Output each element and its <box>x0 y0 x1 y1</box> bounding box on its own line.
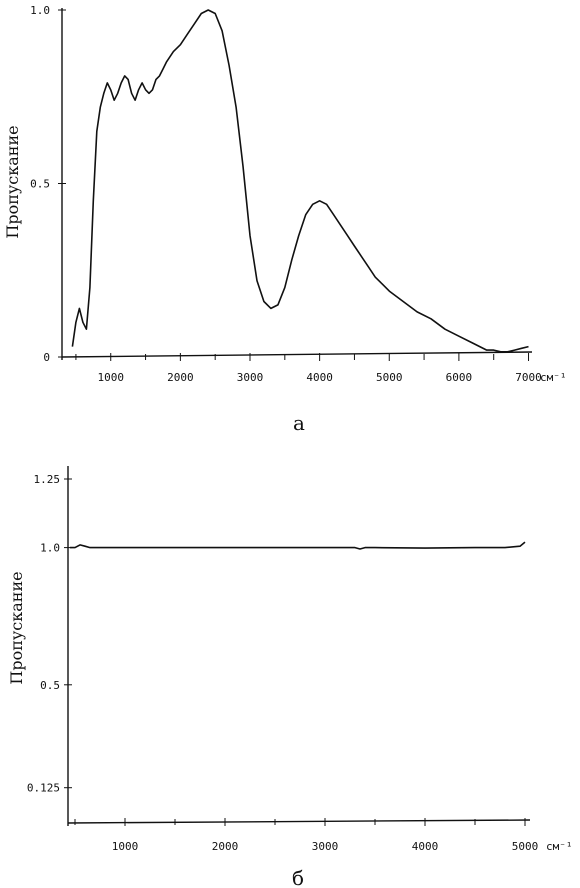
x-tick-label: 3000 <box>237 371 264 384</box>
panel-label-a: а <box>293 411 305 435</box>
y-tick-label: 0.5 <box>40 679 60 692</box>
x-tick-label: 2000 <box>212 840 239 853</box>
x-tick-label: 4000 <box>412 840 439 853</box>
ticks-a: 1000 2000 3000 4000 5000 6000 7000 0 0.5 1.0 <box>30 4 542 384</box>
x-tick-label: 5000 <box>376 371 403 384</box>
x-axis-b <box>67 819 531 824</box>
x-tick-label: 1000 <box>97 371 124 384</box>
x-tick-label: 2000 <box>167 371 194 384</box>
y-tick-label: 0.125 <box>27 782 60 795</box>
y-axis-title-b: Пропускание <box>7 571 26 684</box>
chart-panel-a: 1000 2000 3000 4000 5000 6000 7000 0 0.5 1.0 Проп… <box>3 4 567 435</box>
series-line-b <box>70 541 526 550</box>
x-tick-label: 4000 <box>306 371 333 384</box>
series-line-a <box>71 9 529 353</box>
x-unit-label-b: см⁻¹ <box>546 840 573 853</box>
x-tick-label: 6000 <box>446 371 473 384</box>
x-axis-a <box>61 351 533 358</box>
y-tick-label: 1.0 <box>30 4 50 17</box>
x-tick-label: 3000 <box>312 840 339 853</box>
panel-label-b: б <box>292 866 304 888</box>
y-axis-title-a: Пропускание <box>3 125 22 238</box>
y-tick-label: 1.0 <box>40 542 60 555</box>
y-tick-label: 1.25 <box>34 473 61 486</box>
y-tick-label: 0.5 <box>30 178 50 191</box>
chart-panel-b: 1000 2000 3000 4000 5000 0.125 0.5 1.0 1.25 Проп… <box>7 466 573 888</box>
y-tick-label: 0 <box>43 351 50 364</box>
x-unit-label-a: см⁻¹ <box>540 371 567 384</box>
x-tick-label: 7000 <box>515 371 542 384</box>
ticks-b: 1000 2000 3000 4000 5000 0.125 0.5 1.0 1.25 <box>27 473 538 853</box>
x-tick-label: 5000 <box>512 840 539 853</box>
x-tick-label: 1000 <box>112 840 139 853</box>
